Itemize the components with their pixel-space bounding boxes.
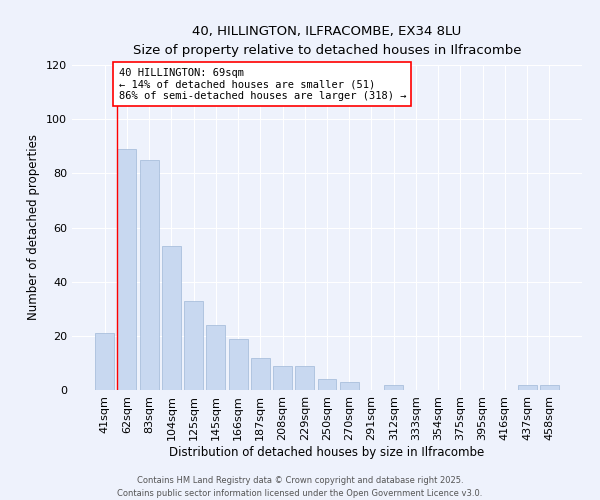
Bar: [273, 366, 292, 390]
Bar: [118, 149, 136, 390]
Bar: [206, 325, 225, 390]
Bar: [95, 333, 114, 390]
Bar: [140, 160, 158, 390]
Bar: [518, 384, 536, 390]
Bar: [229, 338, 248, 390]
Bar: [184, 300, 203, 390]
Bar: [540, 384, 559, 390]
Text: Contains HM Land Registry data © Crown copyright and database right 2025.
Contai: Contains HM Land Registry data © Crown c…: [118, 476, 482, 498]
Bar: [295, 366, 314, 390]
Bar: [317, 379, 337, 390]
Bar: [340, 382, 359, 390]
Title: 40, HILLINGTON, ILFRACOMBE, EX34 8LU
Size of property relative to detached house: 40, HILLINGTON, ILFRACOMBE, EX34 8LU Siz…: [133, 25, 521, 57]
Bar: [384, 384, 403, 390]
Y-axis label: Number of detached properties: Number of detached properties: [28, 134, 40, 320]
Bar: [251, 358, 270, 390]
Bar: [162, 246, 181, 390]
X-axis label: Distribution of detached houses by size in Ilfracombe: Distribution of detached houses by size …: [169, 446, 485, 458]
Text: 40 HILLINGTON: 69sqm
← 14% of detached houses are smaller (51)
86% of semi-detac: 40 HILLINGTON: 69sqm ← 14% of detached h…: [119, 68, 406, 101]
